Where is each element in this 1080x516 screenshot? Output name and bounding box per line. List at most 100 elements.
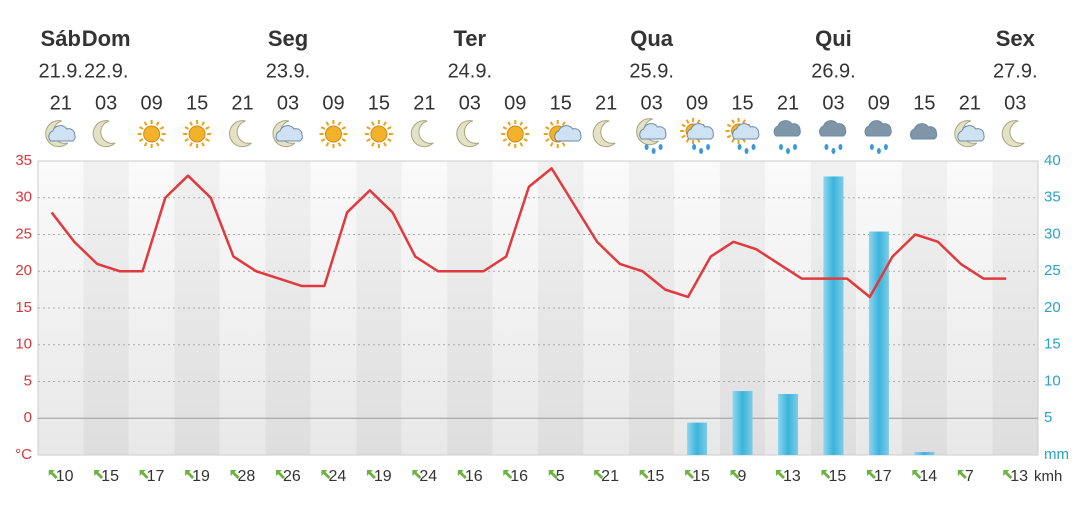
sun-ray [320,126,326,130]
rain-drop [793,144,797,150]
rain-drop [824,144,829,150]
y-tick-label: 25 [15,225,32,242]
sun-ray [383,121,387,126]
precipitation-bar [732,391,753,455]
y-tick-label: 5 [24,372,32,389]
weather-icon [272,120,303,148]
cloud [275,125,303,142]
cloud [864,120,892,137]
date-label: 26.9. [811,60,855,82]
cloud [819,120,847,137]
hour-label: 15 [550,92,572,114]
sun-ray [143,142,148,147]
sun-ray [519,142,524,147]
hour-label: 03 [1004,92,1026,114]
sun-ray [184,138,189,142]
wind-arrow [457,470,467,479]
hour-label: 09 [686,92,708,114]
rain-drop [786,148,790,154]
rain-drop [838,144,843,150]
column-band [128,161,175,455]
weather-icon [680,118,714,154]
sun-ray [337,142,342,147]
sun-ray [337,121,342,126]
weather-icon [864,120,892,154]
y2-tick-label: mm [1044,446,1069,463]
y-tick-label: °C [15,446,32,463]
wind-arrow [48,470,58,479]
sun-ray [201,142,205,147]
precipitation-bar [687,422,708,455]
wind-arrow [866,470,876,479]
hour-label: 09 [322,92,344,114]
sun-ray [189,121,193,126]
sun-ray [681,134,686,139]
wind-arrow [957,470,967,479]
wind-arrow [503,470,513,479]
sun-ray [184,126,189,130]
rain-drop [692,144,697,150]
temperature-line [50,167,1007,299]
y2-tick-label: 35 [1044,189,1061,206]
wind-arrow [230,470,240,479]
wind-speed: 10 [56,468,74,485]
weather-icon [456,120,480,148]
sun-ray [681,123,686,128]
day-label: Qua [630,26,674,51]
hour-label: 15 [368,92,390,114]
sun-ray [519,121,524,126]
sun-ray [341,126,347,130]
wind-arrow [685,470,695,479]
sun-ray [189,142,193,147]
wind-speed: 15 [101,468,119,485]
wind-speed: 9 [738,468,747,485]
sun-ray [726,134,732,139]
sun-ray [696,119,701,124]
weather-icon [543,120,582,148]
sun-ray [159,138,165,142]
wind-arrow [94,470,104,479]
column-band [628,161,675,455]
hour-label: 21 [413,92,435,114]
sun-ray [143,121,148,126]
wind-arrow [730,470,740,479]
sun-ray [159,126,165,130]
y-tick-label: 30 [15,189,32,206]
sun-ray [549,121,554,126]
rain-drop [869,144,874,150]
weather-icon [92,120,116,148]
hour-label: 09 [504,92,526,114]
hour-label: 15 [913,92,935,114]
sun-ray [502,138,508,142]
wind-arrow [1003,470,1013,479]
sun-ray [155,142,160,147]
weather-icon [725,118,760,154]
wind-speed: 15 [647,468,665,485]
rain-drop [737,144,742,150]
hour-label: 03 [822,92,844,114]
sun [370,125,388,143]
wind-speed: 19 [374,468,392,485]
wind-speed: 15 [828,468,846,485]
wind-arrow [321,470,331,479]
y2-tick-label: 15 [1044,336,1061,353]
sun-ray [502,126,508,130]
sun-ray [205,126,210,130]
wind-speed: 24 [419,468,437,485]
column-band [492,161,538,455]
rain-drop [699,148,704,154]
wind-arrow [912,470,922,479]
y-tick-label: 0 [24,409,32,426]
column-band [674,161,720,455]
sun-ray [325,142,330,147]
wind-arrow [412,470,422,479]
weather-icon [410,120,434,148]
date-label: 27.9. [993,60,1037,82]
sun-ray [685,138,690,143]
hour-label: 09 [868,92,890,114]
sun-ray [383,142,387,147]
wind-arrow [639,470,649,479]
sun-ray [545,126,550,130]
cloud [910,123,938,140]
day-label: Ter [454,26,487,51]
